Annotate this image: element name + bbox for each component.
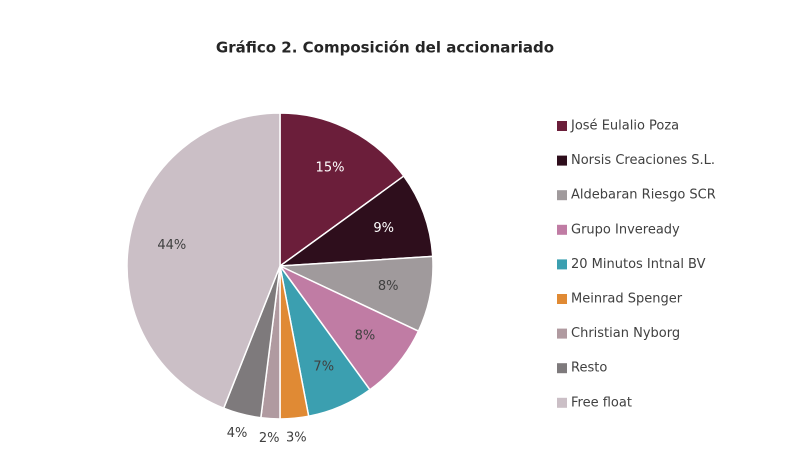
legend-label: 20 Minutos Intnal BV (571, 257, 706, 272)
legend-swatch (557, 259, 567, 270)
legend-label: José Eulalio Poza (570, 119, 679, 134)
legend-swatch (557, 363, 567, 374)
legend-swatch (557, 397, 567, 408)
legend-label: Grupo Inveready (571, 222, 680, 237)
legend-label: Meinrad Spenger (571, 292, 683, 307)
legend-swatch (557, 328, 567, 339)
legend-label: Aldebaran Riesgo SCR (571, 188, 716, 203)
legend-swatch (557, 155, 567, 166)
legend-swatch (557, 121, 567, 131)
data-label: 2% (259, 431, 280, 446)
pie-slice (279, 112, 405, 268)
legend-label: Christian Nyborg (571, 326, 680, 341)
pie-slice (126, 112, 281, 410)
legend-swatch (557, 294, 567, 304)
legend-label: Resto (571, 361, 607, 376)
data-label: 3% (286, 431, 307, 446)
legend-label: Norsis Creaciones S.L. (571, 153, 715, 168)
legend-swatch (557, 190, 567, 201)
data-label: 15% (316, 160, 345, 175)
data-label: 8% (378, 279, 399, 294)
data-label: 7% (313, 360, 334, 375)
pie-slice (277, 175, 434, 267)
data-label: 8% (355, 329, 376, 344)
data-label: 4% (227, 426, 248, 441)
chart-title: Gráfico 2. Composición del accionariado (216, 39, 554, 57)
legend-swatch (557, 224, 567, 235)
legend-label: Free float (571, 395, 632, 410)
data-label: 9% (373, 221, 394, 236)
data-label: 44% (157, 238, 186, 253)
